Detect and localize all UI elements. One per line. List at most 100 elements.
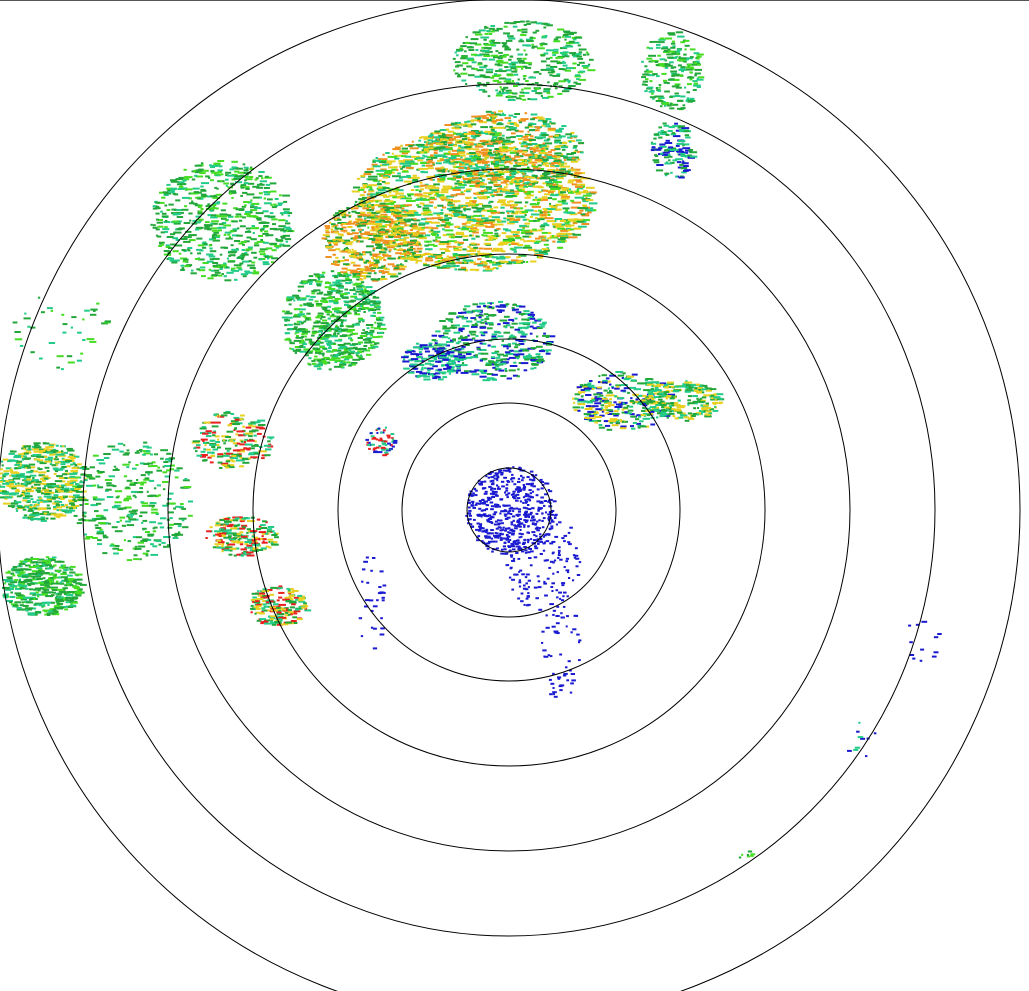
echo-pixel — [375, 228, 386, 231]
echo-pixel — [360, 211, 366, 214]
echo-pixel — [372, 267, 376, 269]
echo-pixel — [524, 192, 531, 195]
echo-pixel — [289, 347, 292, 350]
echo-pixel — [563, 155, 568, 158]
echo-pixel — [398, 256, 401, 259]
echo-pixel — [529, 160, 533, 163]
echo-pixel — [178, 181, 185, 184]
echo-pixel — [193, 202, 198, 205]
echo-pixel — [335, 236, 342, 239]
echo-pixel — [466, 226, 473, 228]
echo-pixel — [291, 348, 295, 351]
echo-pixel — [473, 158, 477, 161]
echo-pixel — [263, 241, 269, 244]
echo-pixel — [416, 230, 419, 233]
echo-pixel — [543, 88, 551, 91]
echo-pixel — [284, 319, 288, 322]
echo-pixel — [488, 152, 493, 154]
echo-pixel — [429, 189, 440, 192]
echo-pixel — [480, 214, 485, 217]
echo-pixel — [471, 325, 478, 328]
echo-pixel — [555, 162, 559, 165]
echo-pixel — [486, 167, 493, 170]
echo-pixel — [577, 220, 585, 223]
echo-pixel — [219, 253, 223, 256]
echo-pixel — [681, 127, 690, 130]
echo-pixel — [521, 67, 524, 70]
echo-pixel — [427, 187, 433, 190]
echo-pixel — [360, 221, 368, 224]
echo-pixel — [493, 73, 498, 76]
echo-pixel — [669, 96, 673, 98]
echo-pixel — [448, 319, 453, 322]
echo-pixel — [495, 361, 499, 364]
echo-pixel — [343, 272, 349, 275]
echo-pixel — [325, 358, 331, 361]
echo-pixel — [156, 221, 163, 224]
echo-pixel — [560, 229, 569, 232]
echo-pixel — [227, 215, 234, 218]
echo-pixel — [370, 345, 379, 348]
echo-pixel — [482, 379, 491, 382]
echo-pixel — [341, 240, 345, 243]
echo-pixel — [223, 275, 227, 278]
echo-pixel — [491, 137, 494, 140]
echo-pixel — [503, 354, 508, 357]
echo-pixel — [530, 311, 534, 314]
echo-pixel — [544, 193, 551, 196]
echo-pixel — [373, 272, 377, 275]
echo-pixel — [563, 88, 572, 91]
echo-pixel — [491, 249, 498, 252]
echo-pixel — [310, 341, 315, 344]
echo-pixel — [485, 268, 494, 271]
echo-pixel — [479, 326, 487, 329]
echo-pixel — [303, 303, 308, 306]
echo-pixel — [574, 149, 578, 152]
echo-pixel — [657, 89, 662, 92]
echo-pixel — [228, 191, 237, 194]
echo-pixel — [435, 330, 441, 333]
echo-pixel — [565, 55, 570, 58]
echo-pixel — [523, 185, 527, 188]
echo-pixel — [375, 223, 382, 226]
echo-pixel — [554, 83, 559, 86]
echo-pixel — [396, 233, 401, 236]
echo-pixel — [338, 292, 341, 295]
echo-pixel — [364, 288, 367, 291]
echo-pixel — [471, 373, 480, 376]
echo-pixel — [387, 273, 392, 275]
echo-pixel — [489, 261, 495, 264]
echo-pixel — [267, 191, 271, 194]
echo-pixel — [439, 320, 446, 322]
echo-pixel — [501, 134, 505, 137]
echo-pixel — [399, 253, 405, 255]
echo-pixel — [218, 274, 223, 277]
echo-pixel — [246, 173, 249, 176]
echo-pixel — [487, 344, 491, 347]
echo-pixel — [646, 70, 653, 73]
echo-pixel — [332, 224, 339, 227]
echo-pixel — [278, 219, 286, 222]
echo-pixel — [437, 167, 441, 170]
echo-pixel — [372, 253, 380, 256]
echo-pixel — [513, 361, 517, 364]
echo-pixel — [461, 226, 471, 229]
echo-pixel — [391, 275, 399, 278]
echo-pixel — [561, 53, 568, 56]
echo-pixel — [375, 256, 382, 258]
echo-pixel — [245, 227, 251, 230]
echo-pixel — [366, 275, 371, 278]
echo-pixel — [263, 230, 269, 233]
echo-pixel — [678, 56, 681, 59]
echo-pixel — [222, 202, 228, 205]
echo-pixel — [472, 31, 476, 34]
echo-pixel — [247, 264, 255, 267]
echo-pixel — [460, 191, 464, 194]
echo-pixel — [671, 74, 676, 77]
echo-pixel — [673, 66, 677, 69]
echo-pixel — [305, 338, 313, 341]
echo-pixel — [458, 144, 462, 147]
echo-pixel — [692, 89, 697, 91]
echo-pixel — [216, 234, 221, 237]
echo-pixel — [525, 62, 532, 65]
